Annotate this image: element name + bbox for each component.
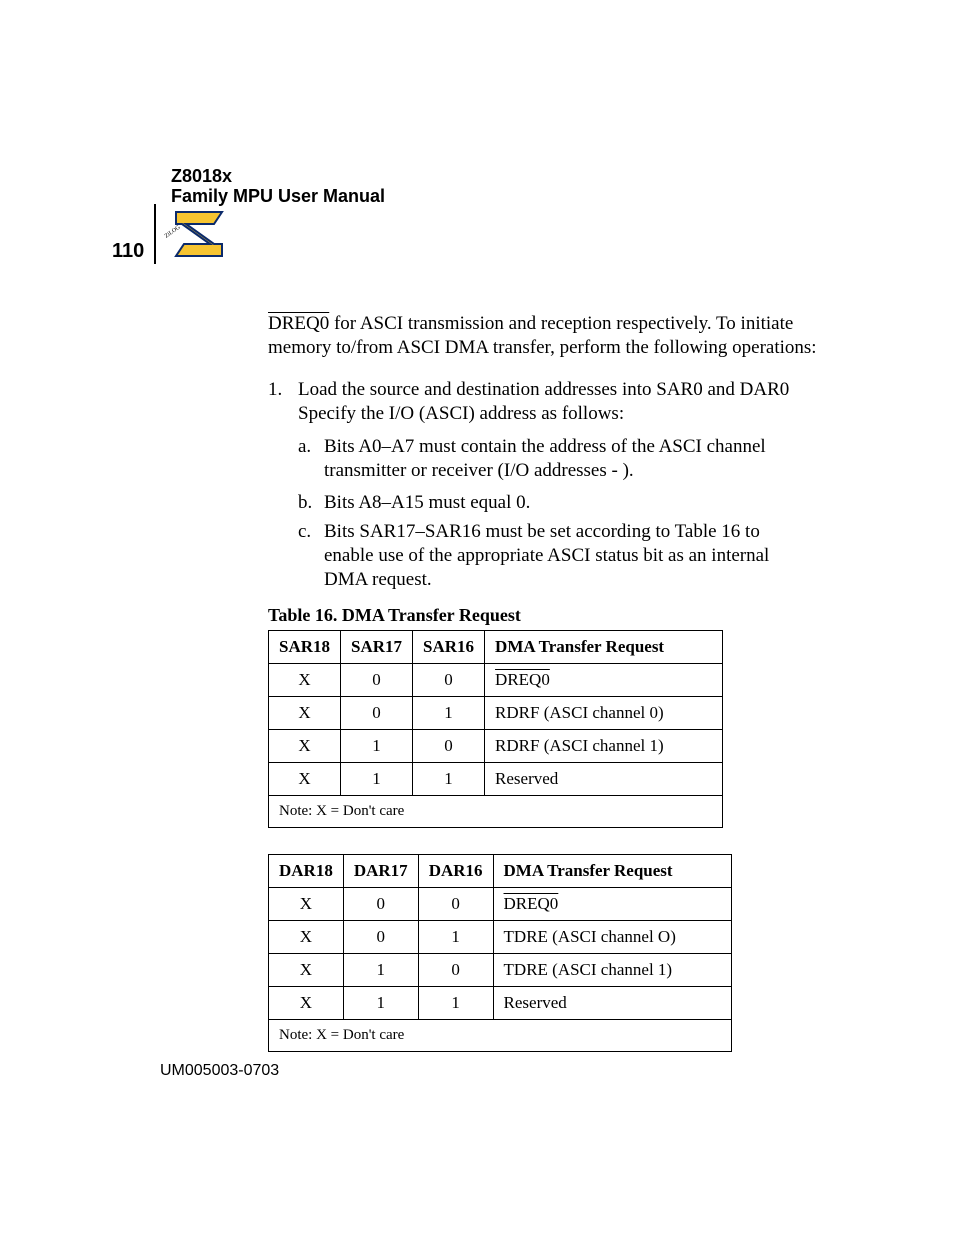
intro-para-rest: for ASCI transmission and reception resp… xyxy=(268,313,817,358)
cell: RDRF (ASCI channel 1) xyxy=(485,730,723,763)
table-row: X 0 0 DREQ0 xyxy=(269,664,723,697)
li1b-num: b. xyxy=(298,491,312,515)
li1-text: Load the source and destination addresse… xyxy=(298,378,808,426)
cell: TDRE (ASCI channel O) xyxy=(493,921,731,954)
table-row: X 0 0 DREQ0 xyxy=(269,888,732,921)
li1a-text: Bits A0–A7 must contain the address of t… xyxy=(324,435,804,483)
cell: 0 xyxy=(413,664,485,697)
table-dar-note-row: Note: X = Don't care xyxy=(269,1020,732,1052)
li1b-text: Bits A8–A15 must equal 0. xyxy=(324,491,804,515)
cell: DREQ0 xyxy=(485,664,723,697)
cell: 0 xyxy=(343,921,418,954)
th-dar18: DAR18 xyxy=(269,855,344,888)
cell: 0 xyxy=(343,888,418,921)
doc-id-footer: UM005003-0703 xyxy=(160,1062,279,1080)
table-row: X 0 1 RDRF (ASCI channel 0) xyxy=(269,697,723,730)
cell: 0 xyxy=(418,888,493,921)
page: Z8018x Family MPU User Manual 110 ZiLOG … xyxy=(0,0,954,1235)
cell: X xyxy=(269,763,341,796)
cell: 1 xyxy=(418,987,493,1020)
th-dar17: DAR17 xyxy=(343,855,418,888)
li1-num: 1. xyxy=(268,378,282,402)
cell: 0 xyxy=(341,697,413,730)
table-dar-note: Note: X = Don't care xyxy=(269,1020,732,1052)
cell: X xyxy=(269,987,344,1020)
page-number: 110 xyxy=(112,240,144,263)
cell: 1 xyxy=(343,954,418,987)
li1a-num: a. xyxy=(298,435,311,459)
cell: 1 xyxy=(413,697,485,730)
cell: 0 xyxy=(418,954,493,987)
cell: X xyxy=(269,730,341,763)
cell: X xyxy=(269,954,344,987)
cell: 0 xyxy=(413,730,485,763)
intro-para: DREQ0 for ASCI transmission and receptio… xyxy=(268,312,818,360)
cell: Reserved xyxy=(493,987,731,1020)
cell: RDRF (ASCI channel 0) xyxy=(485,697,723,730)
zilog-logo-icon: ZiLOG xyxy=(162,206,234,262)
li1c-text: Bits SAR17–SAR16 must be set according t… xyxy=(324,520,814,592)
cell: 1 xyxy=(418,921,493,954)
th-dar16: DAR16 xyxy=(418,855,493,888)
cell: 1 xyxy=(343,987,418,1020)
cell: 1 xyxy=(341,730,413,763)
table16-note: Note: X = Don't care xyxy=(269,796,723,828)
li1c-num: c. xyxy=(298,520,311,544)
table16-caption: Table 16. DMA Transfer Request xyxy=(268,605,521,626)
cell: X xyxy=(269,921,344,954)
table-dar: DAR18 DAR17 DAR16 DMA Transfer Request X… xyxy=(268,854,732,1052)
doc-title-line2: Family MPU User Manual xyxy=(171,186,385,207)
doc-title-line1: Z8018x xyxy=(171,166,232,187)
cell: Reserved xyxy=(485,763,723,796)
table-row: X 1 0 TDRE (ASCI channel 1) xyxy=(269,954,732,987)
th-req: DMA Transfer Request xyxy=(493,855,731,888)
cell: 0 xyxy=(341,664,413,697)
table-row: X 1 1 Reserved xyxy=(269,987,732,1020)
cell: X xyxy=(269,664,341,697)
dreq0-overline: DREQ0 xyxy=(495,670,550,689)
cell: X xyxy=(269,888,344,921)
cell: DREQ0 xyxy=(493,888,731,921)
logo-subtext: ZiLOG xyxy=(164,224,182,239)
cell: TDRE (ASCI channel 1) xyxy=(493,954,731,987)
th-req: DMA Transfer Request xyxy=(485,631,723,664)
th-sar17: SAR17 xyxy=(341,631,413,664)
th-sar18: SAR18 xyxy=(269,631,341,664)
cell: X xyxy=(269,697,341,730)
dreq0-overline: DREQ0 xyxy=(268,312,329,334)
cell: 1 xyxy=(413,763,485,796)
table-row: X 0 1 TDRE (ASCI channel O) xyxy=(269,921,732,954)
dreq0-overline: DREQ0 xyxy=(504,894,559,913)
header-divider xyxy=(154,204,156,264)
cell: 1 xyxy=(341,763,413,796)
table16: SAR18 SAR17 SAR16 DMA Transfer Request X… xyxy=(268,630,723,828)
table-dar-header-row: DAR18 DAR17 DAR16 DMA Transfer Request xyxy=(269,855,732,888)
th-sar16: SAR16 xyxy=(413,631,485,664)
table-row: X 1 0 RDRF (ASCI channel 1) xyxy=(269,730,723,763)
table16-note-row: Note: X = Don't care xyxy=(269,796,723,828)
table16-header-row: SAR18 SAR17 SAR16 DMA Transfer Request xyxy=(269,631,723,664)
table-row: X 1 1 Reserved xyxy=(269,763,723,796)
